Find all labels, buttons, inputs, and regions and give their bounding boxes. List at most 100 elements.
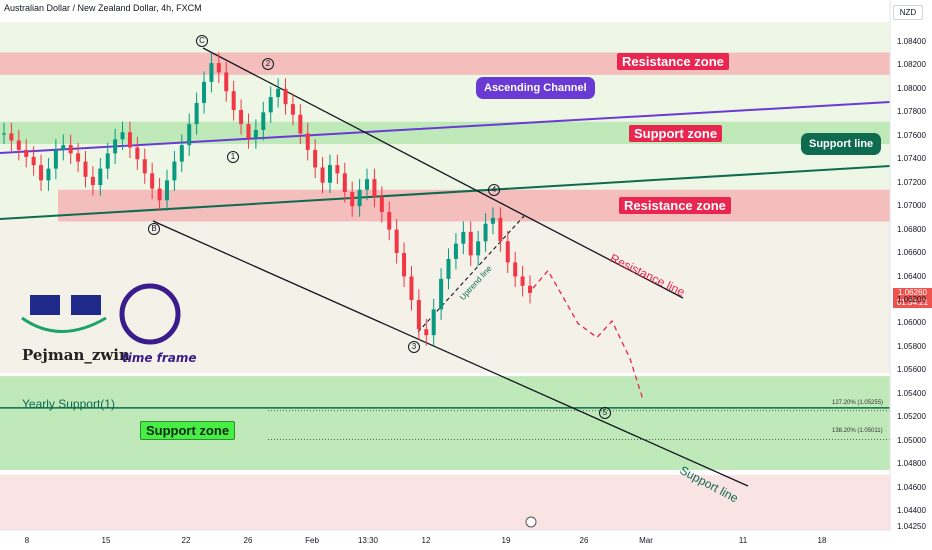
candle-body [9, 133, 14, 141]
candle-body [468, 231, 473, 256]
price-tick-label: 1.06000 [897, 318, 926, 328]
candle-body [439, 278, 444, 310]
resistance-zone-label-mid: Resistance zone [619, 197, 731, 214]
candle-body [313, 149, 318, 168]
price-tick-label: 1.04250 [897, 522, 926, 531]
wave-label-c: C [196, 35, 208, 47]
timeframe-label: time frame [122, 351, 197, 365]
candle-body [216, 63, 221, 73]
currency-badge[interactable]: NZD [893, 5, 923, 20]
time-tick-label: 15 [101, 536, 111, 545]
candle-body [127, 132, 132, 148]
candle-body [379, 196, 384, 213]
price-tick-label: 1.04400 [897, 506, 926, 515]
timeframe-clock-icon [119, 283, 181, 345]
candle-body [2, 133, 6, 135]
wave-label-b: B [148, 223, 160, 235]
price-tick-label: 1.08000 [897, 83, 926, 93]
logo-swoosh-icon [21, 316, 107, 333]
time-tick-label: 26 [243, 536, 253, 545]
price-tick-label: 1.06600 [897, 248, 926, 258]
candle-body [120, 132, 125, 140]
time-tick-label: 18 [817, 536, 827, 545]
wave-label-4: 4 [488, 184, 500, 196]
price-tick-label: 1.05000 [897, 435, 926, 445]
resistance-line [202, 47, 684, 299]
candle-body [520, 276, 525, 286]
candle-body [135, 147, 140, 160]
candle-body [327, 165, 332, 183]
candle-body [372, 179, 377, 197]
candle-body [513, 262, 518, 277]
candle-body [409, 276, 414, 300]
support-zone-1 [0, 121, 890, 145]
event-icon [525, 516, 537, 528]
candle-body [253, 129, 258, 139]
price-tick-label: 1.08200 [897, 60, 926, 70]
uptrend-line [417, 215, 525, 333]
resistance-zone-2 [58, 189, 890, 222]
flag-icon [30, 295, 60, 315]
candle-body [24, 149, 29, 157]
candle-body [187, 124, 192, 146]
wave-label-3: 3 [408, 341, 420, 353]
time-tick-label: Mar [639, 536, 653, 545]
price-tick-label: 1.07600 [897, 130, 926, 140]
wave-label-2: 2 [262, 58, 274, 70]
price-tick-label: 1.05600 [897, 365, 926, 375]
price-tick-label: 1.04800 [897, 459, 926, 469]
price-tick-label: 1.05400 [897, 388, 926, 398]
candle-body [268, 97, 273, 113]
candle-body [150, 173, 155, 189]
candle-body [31, 156, 36, 166]
candle-body [431, 309, 436, 336]
candle-body [246, 124, 251, 139]
resistance-zone-label-top: Resistance zone [617, 53, 729, 70]
ascending-channel-line [0, 101, 891, 154]
price-tick-label: 1.06400 [897, 271, 926, 281]
time-tick-label: Feb [305, 536, 319, 545]
candle-body [350, 192, 355, 207]
candle-body [446, 258, 451, 279]
price-tick-label: 1.07800 [897, 107, 926, 117]
candle-body [261, 112, 266, 130]
resistance-zone-0 [0, 52, 890, 75]
candle-body [209, 63, 214, 82]
candle-body [305, 133, 310, 150]
candle-body [483, 223, 488, 242]
support-zone-3 [0, 376, 890, 470]
candle-body [194, 102, 199, 125]
fib-138-label: 138.20% (1.05011) [832, 428, 883, 434]
candle-body [416, 299, 421, 330]
bar-countdown: 01:34:21 [893, 298, 932, 308]
time-tick-label: 12 [421, 536, 431, 545]
brand-name: Pejman_zwin [22, 346, 130, 364]
candle-body [505, 241, 510, 263]
candle-body [172, 161, 177, 181]
price-tick-label: 1.08400 [897, 37, 926, 46]
candle-body [290, 104, 295, 115]
candle-body [113, 139, 118, 154]
price-tick-label: 1.06200 [897, 294, 926, 304]
candle-body [39, 165, 44, 181]
candle-body [342, 173, 347, 193]
wave-label-1: 1 [227, 151, 239, 163]
price-tick-label: 1.07400 [897, 154, 926, 164]
candle-body [98, 168, 103, 186]
candle-body [239, 110, 244, 125]
time-axis-bg [0, 530, 932, 550]
last-price: 1.06260 [893, 288, 932, 298]
candle-body [61, 145, 66, 150]
time-tick-label: 22 [181, 536, 191, 545]
candle-body [46, 168, 51, 181]
candle-body [276, 88, 281, 98]
flag-icon [71, 295, 101, 315]
time-tick-label: 19 [501, 536, 511, 545]
candle-body [142, 159, 147, 174]
candle-body [498, 217, 503, 242]
price-tick-label: 1.07200 [897, 177, 926, 187]
price-tick-label: 1.06800 [897, 224, 926, 234]
time-tick-label: 11 [738, 536, 748, 545]
candle-body [76, 153, 81, 162]
